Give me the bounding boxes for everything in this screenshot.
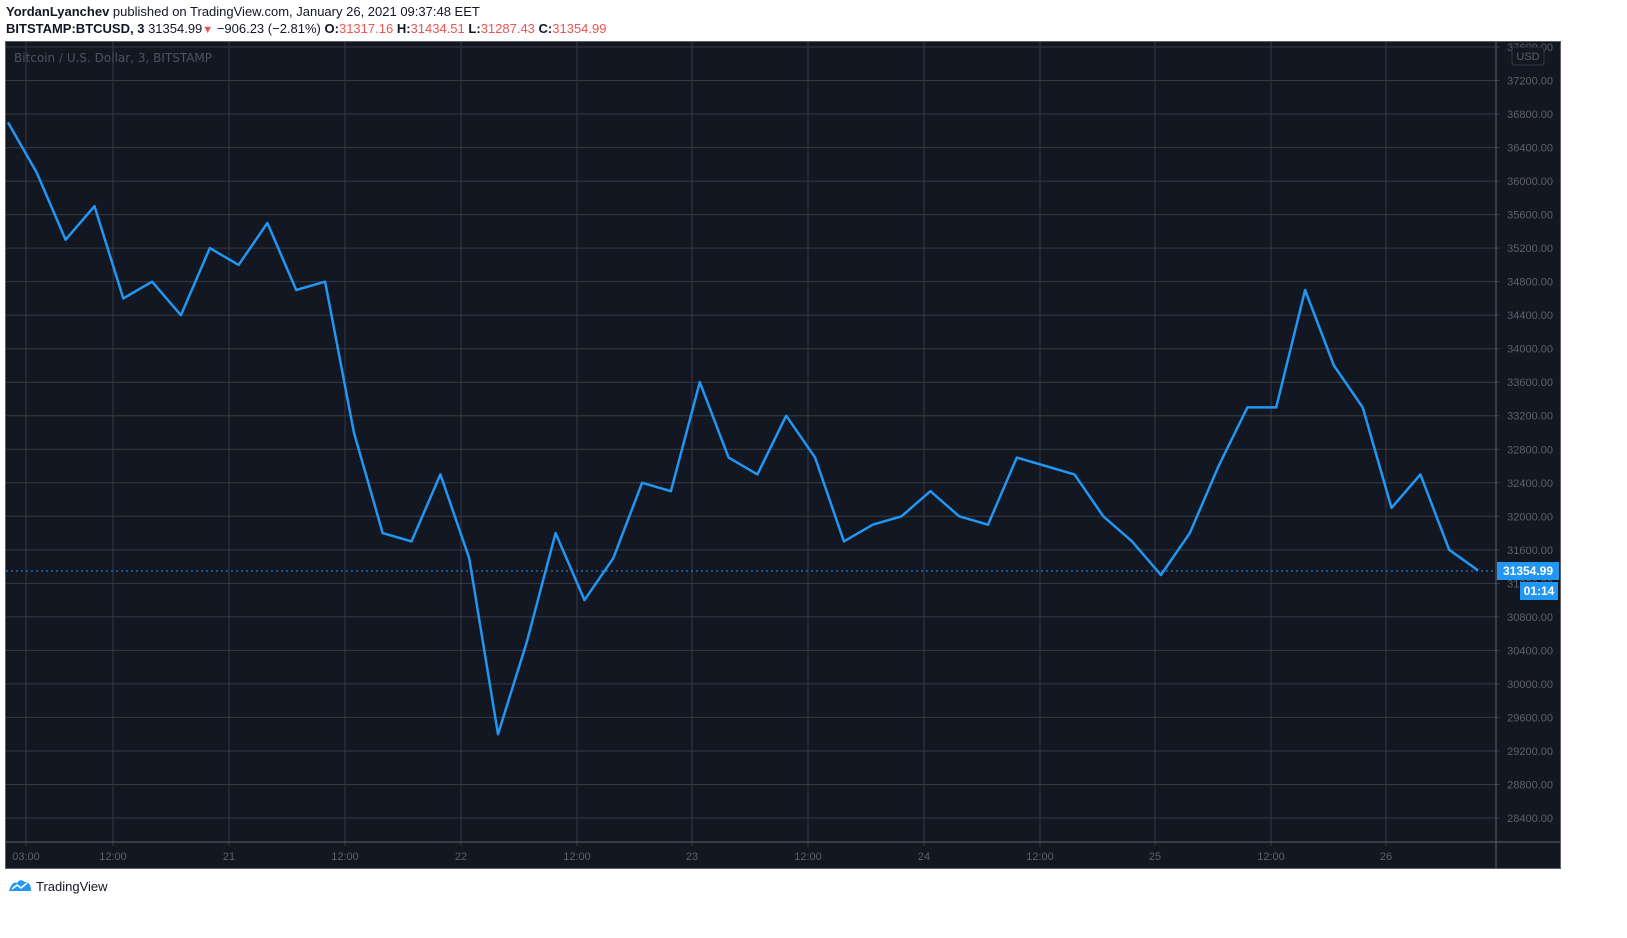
price-tick-label: 32400.00 (1507, 478, 1553, 490)
footer-branding[interactable]: TradingView (8, 878, 108, 894)
open-value: 31317.16 (338, 21, 394, 36)
publish-text: published on TradingView.com, January 26… (109, 4, 480, 19)
countdown-text: 01:14 (1524, 584, 1555, 598)
price-tag (1497, 562, 1559, 580)
price-tick-label: 36400.00 (1507, 143, 1553, 155)
open-label: O: (324, 21, 339, 36)
author-name[interactable]: YordanLyanchev (6, 4, 110, 19)
low-label: L: (468, 21, 481, 36)
high-label: H: (396, 21, 411, 36)
price-tick-label: 28400.00 (1507, 813, 1553, 825)
price-tick-label: 35600.00 (1507, 210, 1553, 222)
price-change: −906.23 (−2.81%) (216, 21, 321, 36)
tradingview-logo-icon (9, 880, 31, 891)
chart-pane[interactable] (5, 41, 1561, 869)
low-value: 31287.43 (480, 21, 535, 36)
price-tick-label: 34400.00 (1507, 310, 1553, 322)
time-tick-label: 12:00 (563, 851, 591, 863)
time-tick-label: 26 (1380, 851, 1392, 863)
price-tick-label: 36000.00 (1507, 176, 1553, 188)
series-legend: Bitcoin / U.S. Dollar, 3, BITSTAMP (14, 51, 213, 65)
last-price: 31354.99 (148, 21, 203, 36)
price-tick-label: 35200.00 (1507, 243, 1553, 255)
time-tick-label: 12:00 (1026, 851, 1054, 863)
time-tick-label: 24 (918, 851, 930, 863)
price-tag-text: 31354.99 (1503, 564, 1553, 578)
down-arrow-icon: ▼ (202, 24, 214, 36)
symbol-info: BITSTAMP:BTCUSD, 3 31354.99▼ −906.23 (−2… (6, 21, 607, 36)
price-tick-label: 29200.00 (1507, 746, 1553, 758)
price-tick-label: 33600.00 (1507, 377, 1553, 389)
price-tick-label: 32000.00 (1507, 511, 1553, 523)
price-tick-label: 37200.00 (1507, 76, 1553, 88)
currency-badge-text: USD (1516, 51, 1539, 63)
time-tick-label: 25 (1149, 851, 1161, 863)
publish-info: YordanLyanchev published on TradingView.… (6, 4, 480, 19)
price-tick-label: 36800.00 (1507, 109, 1553, 121)
time-tick-label: 12:00 (1257, 851, 1285, 863)
time-tick-label: 23 (686, 851, 698, 863)
close-value: 31354.99 (552, 21, 607, 36)
currency-badge[interactable] (1511, 46, 1545, 66)
price-tick-label: 31600.00 (1507, 545, 1553, 557)
price-axis[interactable]: 37600.0037200.0036800.0036400.0036000.00… (1507, 42, 1553, 825)
time-tick-label: 21 (223, 851, 235, 863)
time-tick-label: 12:00 (794, 851, 822, 863)
price-tick-label: 30400.00 (1507, 645, 1553, 657)
price-tick-label: 28800.00 (1507, 779, 1553, 791)
countdown-tag (1520, 582, 1558, 600)
time-axis[interactable]: 03:00 12:00 21 12:00 22 12:00 23 12:00 24 12:00 25… (12, 851, 1392, 863)
price-tick-label: 30800.00 (1507, 612, 1553, 624)
time-tick-label: 03:00 (12, 851, 40, 863)
price-tick-label: 34000.00 (1507, 344, 1553, 356)
close-label: C: (538, 21, 553, 36)
price-tick-label: 34800.00 (1507, 277, 1553, 289)
price-tick-label: 33200.00 (1507, 411, 1553, 423)
time-tick-label: 22 (455, 851, 467, 863)
time-tick-label: 12:00 (331, 851, 359, 863)
time-tick-label: 12:00 (99, 851, 127, 863)
price-tick-label: 29600.00 (1507, 712, 1553, 724)
grid-lines (6, 42, 1500, 846)
brand-name: TradingView (36, 878, 108, 894)
price-tick-label: 30000.00 (1507, 679, 1553, 691)
price-line (6, 121, 1479, 736)
high-value: 31434.51 (410, 21, 465, 36)
price-tick-label: 32800.00 (1507, 444, 1553, 456)
symbol-name: BITSTAMP:BTCUSD, 3 (6, 21, 145, 36)
